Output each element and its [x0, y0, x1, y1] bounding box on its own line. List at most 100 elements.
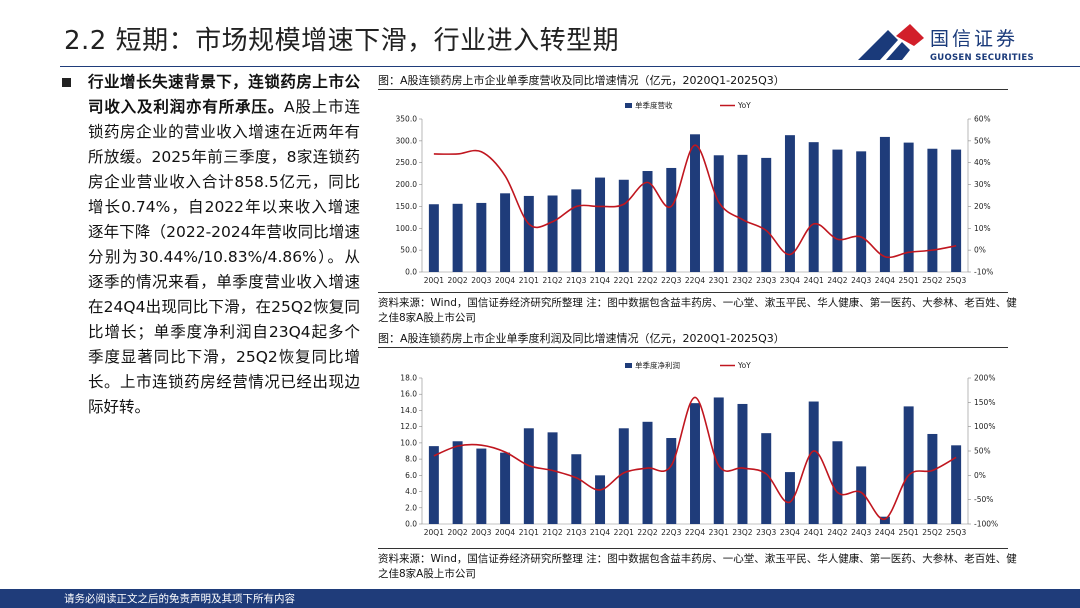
bar [761, 433, 772, 524]
right-axis-tick-label: -10% [974, 268, 993, 277]
right-axis-tick-label: 50% [974, 447, 991, 456]
chart-2-source: 资料来源：Wind，国信证券经济研究所整理 注：图中数据包含益丰药房、一心堂、漱… [378, 553, 1017, 580]
bar [547, 432, 558, 524]
page-title: 2.2 短期：市场规模增速下滑，行业进入转型期 [64, 26, 620, 56]
x-tick-label: 21Q1 [519, 528, 539, 537]
legend-bar-label: 单季度营收 [635, 100, 673, 110]
bar [690, 134, 700, 272]
x-tick-label: 22Q4 [685, 276, 705, 285]
bar [737, 154, 748, 272]
left-axis-tick-label: 6.0 [405, 471, 417, 480]
x-tick-label: 23Q2 [732, 528, 752, 537]
key-point-bullet: 行业增长失速背景下，连锁药房上市公司收入及利润亦有所承压。A股上市连锁药房企业的… [58, 70, 360, 420]
bar [808, 401, 819, 524]
x-tick-label: 22Q4 [685, 528, 705, 537]
x-tick-label: 22Q2 [637, 276, 657, 285]
x-tick-label: 23Q3 [756, 276, 776, 285]
chart-1-bottom-rule [378, 292, 1008, 293]
bar [595, 475, 606, 524]
chart-1-caption: 图：A股连锁药房上市企业单季度营收及同比增速情况（亿元，2020Q1-2025Q… [378, 74, 785, 87]
x-tick-label: 24Q2 [827, 276, 847, 285]
bar [642, 421, 653, 524]
bar [452, 203, 463, 272]
logo-text-cn: 国信证券 [930, 28, 1019, 50]
right-axis-tick-label: 60% [974, 115, 991, 124]
bar [618, 179, 629, 272]
bar [428, 446, 439, 524]
x-tick-label: 24Q4 [875, 276, 895, 285]
bar [713, 397, 724, 524]
x-tick-label: 25Q1 [899, 276, 919, 285]
bar [927, 433, 938, 524]
bar [500, 193, 511, 272]
bar [784, 472, 795, 524]
legend-bar-swatch [625, 363, 632, 368]
x-tick-label: 24Q3 [851, 276, 871, 285]
bar [452, 441, 463, 524]
x-tick-label: 25Q1 [899, 528, 919, 537]
right-axis-tick-label: 200% [974, 374, 995, 383]
x-tick-label: 25Q2 [922, 528, 942, 537]
right-axis-tick-label: 40% [974, 158, 991, 167]
bar [903, 142, 914, 272]
legend-bar-swatch [625, 103, 632, 108]
x-tick-label: 21Q3 [566, 528, 586, 537]
bar [879, 136, 890, 272]
left-axis-tick-label: 300.0 [396, 136, 418, 145]
bar [523, 195, 534, 272]
left-axis-tick-label: 0.0 [405, 268, 417, 277]
bar [951, 149, 962, 272]
bar [832, 149, 843, 272]
bar [903, 406, 914, 524]
bar [666, 438, 677, 524]
x-tick-label: 20Q4 [495, 528, 515, 537]
right-axis-tick-label: 10% [974, 224, 991, 233]
x-tick-label: 21Q4 [590, 276, 610, 285]
left-axis-tick-label: 100.0 [396, 224, 418, 233]
left-axis-tick-label: 4.0 [405, 487, 417, 496]
x-tick-label: 24Q4 [875, 528, 895, 537]
left-axis-tick-label: 150.0 [396, 202, 418, 211]
bar [690, 403, 700, 524]
bar [618, 428, 629, 524]
bar [761, 157, 772, 272]
right-axis-tick-label: -100% [974, 520, 998, 529]
revenue-chart: 单季度营收 YoY 0.0 50.0 100.0 150.0 200.0 250.0 300.0… [396, 100, 994, 285]
right-axis-tick-label: 30% [974, 180, 991, 189]
x-tick-label: 25Q2 [922, 276, 942, 285]
right-axis-tick-label: 50% [974, 136, 991, 145]
x-tick-label: 21Q4 [590, 528, 610, 537]
right-axis-tick-label: 0% [974, 246, 986, 255]
chart-2-caption-rule [378, 347, 1008, 348]
right-axis-tick-label: -50% [974, 495, 993, 504]
bar [856, 466, 867, 524]
x-tick-label: 20Q1 [424, 528, 444, 537]
bar [856, 151, 867, 272]
x-tick-label: 24Q2 [827, 528, 847, 537]
left-axis-tick-label: 12.0 [400, 422, 417, 431]
brand-logo: 国信证券 GUOSEN SECURITIES [858, 22, 1048, 66]
x-tick-label: 20Q2 [447, 528, 467, 537]
x-tick-label: 23Q1 [709, 528, 729, 537]
bar [879, 516, 890, 524]
left-axis-tick-label: 350.0 [396, 115, 418, 124]
right-axis-tick-label: 150% [974, 398, 995, 407]
logo-text-en: GUOSEN SECURITIES [930, 53, 1034, 63]
x-tick-label: 21Q2 [542, 276, 562, 285]
x-tick-label: 22Q2 [637, 528, 657, 537]
bullet-body-text: A股上市连锁药房企业的营业收入增速在近两年有所放缓。2025年前三季度，8家连锁… [88, 98, 360, 416]
bar [927, 148, 938, 272]
left-axis-tick-label: 2.0 [405, 503, 417, 512]
yoy-line [433, 396, 957, 520]
x-tick-label: 25Q3 [946, 528, 966, 537]
profit-chart: 单季度净利润 YoY 0.0 2.0 4.0 6.0 8.0 10.0 12.0 14.0 16.0… [400, 360, 998, 537]
bar [476, 202, 487, 272]
yoy-line [433, 144, 957, 259]
x-tick-label: 20Q1 [424, 276, 444, 285]
left-axis-tick-label: 16.0 [400, 390, 417, 399]
bar [571, 189, 582, 272]
x-tick-label: 20Q3 [471, 276, 491, 285]
chart-2-bottom-rule [378, 548, 1008, 549]
chart-1-caption-rule [378, 89, 1008, 90]
x-tick-label: 23Q4 [780, 276, 800, 285]
